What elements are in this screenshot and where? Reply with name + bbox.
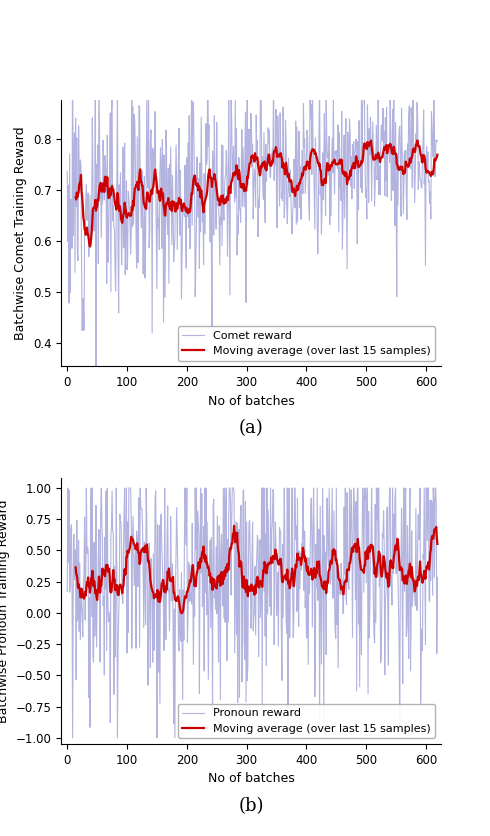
- Pronoun reward: [332, 624, 338, 635]
- Comet reward: [118, 168, 123, 178]
- Legend: Comet reward, Moving average (over last 15 samples): Comet reward, Moving average (over last …: [178, 326, 436, 361]
- Comet reward: [129, 15, 135, 25]
- Y-axis label: Batchwise Pronoun Training Reward: Batchwise Pronoun Training Reward: [0, 499, 10, 723]
- Moving average (over last 15 samples): [154, 585, 160, 595]
- Moving average (over last 15 samples): [108, 190, 114, 200]
- Comet reward: [64, 166, 70, 176]
- Moving average (over last 15 samples): [107, 587, 113, 597]
- Moving average (over last 15 samples): [352, 163, 358, 173]
- Comet reward: [376, 161, 382, 171]
- Pronoun reward: [426, 595, 432, 605]
- Moving average (over last 15 samples): [352, 538, 358, 548]
- Line: Moving average (over last 15 samples): Moving average (over last 15 samples): [75, 526, 438, 614]
- Pronoun reward: [202, 588, 208, 598]
- Line: Comet reward: Comet reward: [67, 20, 438, 381]
- Line: Pronoun reward: Pronoun reward: [67, 488, 438, 738]
- Moving average (over last 15 samples): [296, 553, 302, 563]
- Text: (b): (b): [238, 798, 264, 815]
- Pronoun reward: [376, 582, 382, 592]
- Line: Moving average (over last 15 samples): Moving average (over last 15 samples): [75, 140, 438, 247]
- Comet reward: [202, 183, 208, 193]
- Moving average (over last 15 samples): [231, 521, 237, 531]
- X-axis label: No of batches: No of batches: [208, 772, 294, 785]
- Moving average (over last 15 samples): [288, 175, 294, 185]
- Moving average (over last 15 samples): [155, 186, 161, 196]
- Moving average (over last 15 samples): [340, 166, 345, 176]
- Moving average (over last 15 samples): [87, 242, 93, 252]
- Moving average (over last 15 samples): [289, 572, 294, 582]
- Comet reward: [435, 135, 441, 145]
- Pronoun reward: [70, 733, 75, 743]
- Moving average (over last 15 samples): [340, 589, 346, 599]
- Moving average (over last 15 samples): [296, 181, 302, 191]
- Legend: Pronoun reward, Moving average (over last 15 samples): Pronoun reward, Moving average (over las…: [178, 704, 436, 738]
- Moving average (over last 15 samples): [73, 563, 78, 573]
- Moving average (over last 15 samples): [179, 609, 185, 619]
- Pronoun reward: [353, 497, 359, 507]
- Comet reward: [426, 176, 432, 186]
- Comet reward: [93, 376, 99, 386]
- Pronoun reward: [65, 483, 71, 493]
- Y-axis label: Batchwise Comet Training Reward: Batchwise Comet Training Reward: [14, 126, 27, 340]
- Moving average (over last 15 samples): [435, 150, 441, 160]
- Pronoun reward: [64, 587, 70, 597]
- Moving average (over last 15 samples): [414, 135, 420, 145]
- Comet reward: [353, 134, 359, 144]
- Moving average (over last 15 samples): [435, 539, 441, 549]
- Pronoun reward: [435, 572, 441, 582]
- Pronoun reward: [118, 517, 124, 528]
- Text: (a): (a): [239, 420, 264, 437]
- Comet reward: [332, 146, 338, 156]
- X-axis label: No of batches: No of batches: [208, 395, 294, 408]
- Moving average (over last 15 samples): [73, 192, 78, 202]
